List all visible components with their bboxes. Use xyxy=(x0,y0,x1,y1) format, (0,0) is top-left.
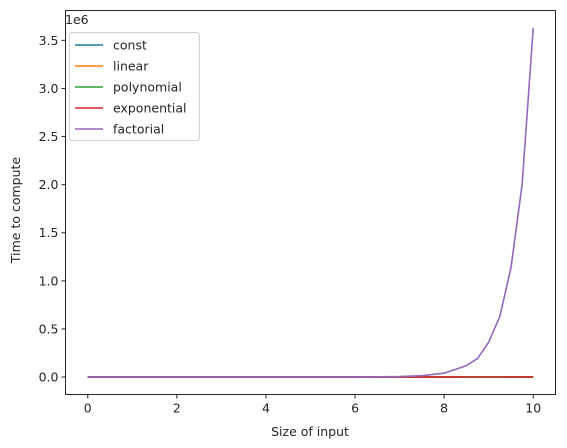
y-axis-label: Time to compute xyxy=(8,157,23,265)
x-axis: 0 2 4 6 8 10 xyxy=(84,394,541,416)
x-tick-label: 4 xyxy=(262,401,270,416)
plot-frame xyxy=(65,10,556,395)
x-axis-label: Size of input xyxy=(271,424,349,439)
x-tick-label: 0 xyxy=(84,401,92,416)
y-offset-label: 1e6 xyxy=(65,12,89,27)
x-tick-label: 8 xyxy=(440,401,448,416)
y-tick-label: 1.0 xyxy=(39,273,59,288)
legend-label: factorial xyxy=(113,122,164,137)
y-axis: 0.0 0.5 1.0 1.5 2.0 2.5 3.0 3.5 xyxy=(39,33,66,385)
y-tick-label: 0.5 xyxy=(39,321,59,336)
legend: const linear polynomial exponential factoria… xyxy=(69,32,200,141)
y-tick-label: 2.5 xyxy=(39,129,59,144)
y-tick-label: 1.5 xyxy=(39,225,59,240)
y-tick-label: 2.0 xyxy=(39,177,59,192)
legend-label: exponential xyxy=(113,101,187,116)
plot-lines xyxy=(87,27,535,378)
legend-label: const xyxy=(113,38,147,53)
x-tick-label: 6 xyxy=(351,401,359,416)
legend-box xyxy=(69,32,200,141)
y-tick-label: 3.0 xyxy=(39,81,59,96)
series-line-factorial xyxy=(87,27,535,378)
y-tick-label: 0.0 xyxy=(39,370,59,385)
y-tick-label: 3.5 xyxy=(39,33,59,48)
legend-label: linear xyxy=(113,59,149,74)
legend-label: polynomial xyxy=(113,80,182,95)
x-tick-label: 2 xyxy=(173,401,181,416)
x-tick-label: 10 xyxy=(525,401,541,416)
